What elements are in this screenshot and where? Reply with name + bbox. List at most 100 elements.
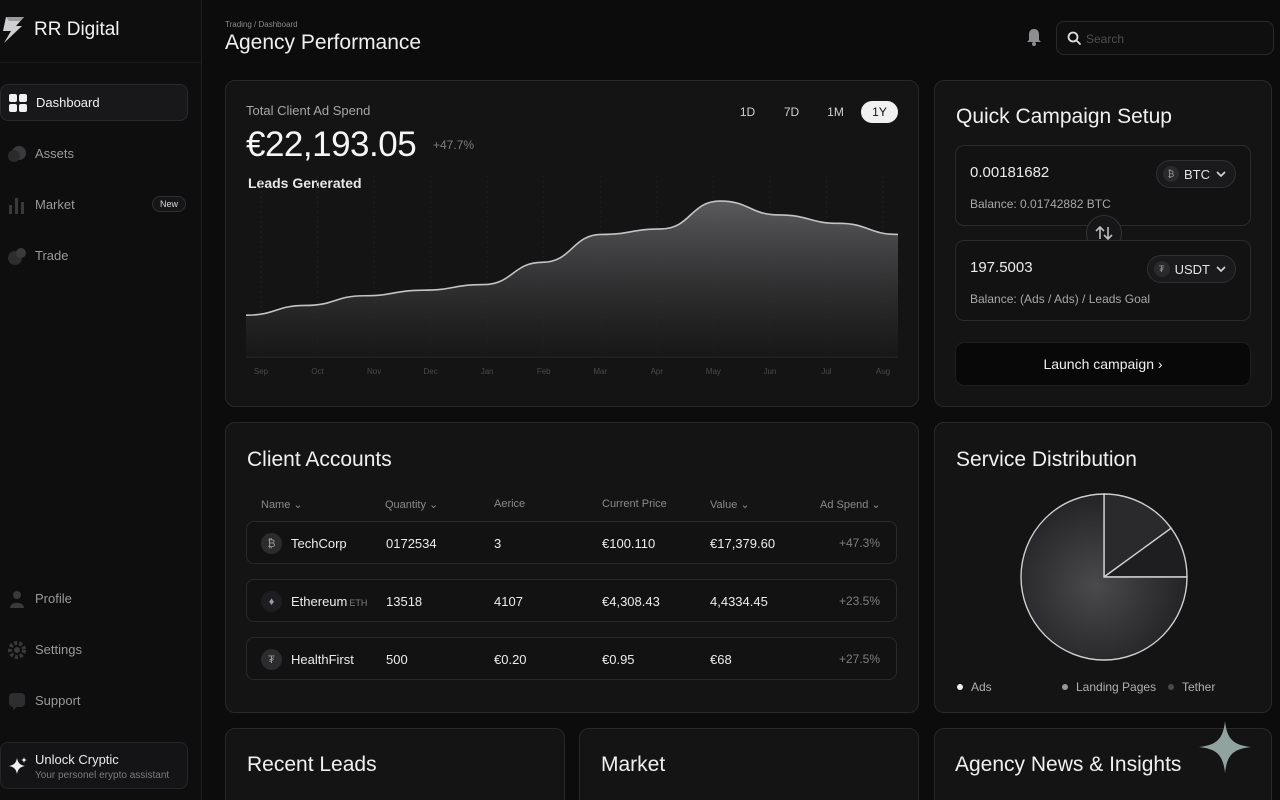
to-amount[interactable]: 197.5003 xyxy=(970,259,1033,276)
row-name: Ethereum ETH xyxy=(291,594,368,609)
page-title: Agency Performance xyxy=(225,31,422,54)
column-header-ad-spend[interactable]: Ad Spend ⌄ xyxy=(820,499,881,511)
column-header-value[interactable]: Value ⌄ xyxy=(710,499,750,511)
spend-label: Total Client Ad Spend xyxy=(246,103,371,118)
support-icon xyxy=(7,691,27,711)
quick-campaign-title: Quick Campaign Setup xyxy=(956,105,1172,128)
row-value: 4,4334.45 xyxy=(710,594,768,609)
sidebar-item-dashboard[interactable]: Dashboard xyxy=(0,84,188,121)
chart-area-fill xyxy=(246,201,898,357)
table-row[interactable]: ₿ TechCorp 0172534 3 €100.110 €17,379.60… xyxy=(246,521,897,564)
search-input[interactable] xyxy=(1086,29,1266,49)
pie-slice-ads[interactable] xyxy=(1020,493,1188,661)
sidebar-item-label: Profile xyxy=(35,591,72,606)
table-row[interactable]: ♦ Ethereum ETH 13518 4107 €4,308.43 4,433… xyxy=(246,579,897,622)
column-header-current-price: Current Price xyxy=(602,498,667,510)
search-box[interactable] xyxy=(1056,21,1274,55)
x-tick-label: Sep xyxy=(254,367,269,376)
sidebar-item-settings[interactable]: Settings xyxy=(0,631,188,668)
search-icon xyxy=(1067,31,1081,45)
legend-dot xyxy=(957,684,963,690)
breadcrumb[interactable]: Trading / Dashboard xyxy=(225,20,298,29)
spend-value: €22,193.05 xyxy=(246,125,417,164)
from-coin-label: BTC xyxy=(1184,166,1210,182)
x-tick-label: Jan xyxy=(481,367,494,376)
row-spend: +23.5% xyxy=(838,594,880,608)
column-header-price: Aerice xyxy=(494,498,526,510)
sidebar-item-profile[interactable]: Profile xyxy=(0,580,188,617)
sidebar-item-trade[interactable]: Trade xyxy=(0,237,188,274)
sidebar-divider xyxy=(0,62,202,63)
table-row[interactable]: ₮ HealthFirst 500 €0.20 €0.95 €68 +27.5% xyxy=(246,637,897,680)
column-header-name[interactable]: Name ⌄ xyxy=(261,499,303,511)
sidebar-item-label: Assets xyxy=(35,146,75,161)
from-coin-select[interactable]: ₿ BTC xyxy=(1156,160,1236,188)
usdt-icon: ₮ xyxy=(1153,261,1170,277)
sidebar-item-assets[interactable]: Assets xyxy=(0,135,188,172)
launch-campaign-button[interactable]: Launch campaign › xyxy=(955,342,1251,386)
to-amount-box[interactable]: 197.5003 ₮ USDT Balance: (Ads / Ads) / L… xyxy=(955,240,1251,321)
service-pie-chart[interactable] xyxy=(935,423,1273,714)
x-tick-label: Jun xyxy=(763,367,776,376)
x-tick-label: Feb xyxy=(537,367,551,376)
tether-icon: ₮ xyxy=(261,649,282,670)
sidebar-item-label: Settings xyxy=(35,642,82,657)
recent-leads-card: Recent Leads xyxy=(225,728,565,800)
row-current: €100.110 xyxy=(602,536,656,551)
from-amount[interactable]: 0.00181682 xyxy=(970,164,1050,181)
row-name: HealthFirst xyxy=(291,652,354,667)
leads-area-chart[interactable]: Sep Oct Nov Dec Jan Feb Mar Apr May Jun Jul Aug xyxy=(226,81,920,408)
bar-chart-icon xyxy=(7,195,27,215)
client-accounts-title: Client Accounts xyxy=(247,448,392,471)
sidebar-item-label: Dashboard xyxy=(36,95,100,110)
x-tick-label: Apr xyxy=(651,367,664,376)
row-spend: +47.3% xyxy=(838,536,880,550)
promo-title: Unlock Cryptic xyxy=(35,752,119,767)
sidebar-item-market[interactable]: Market New xyxy=(0,186,188,223)
x-tick-label: Jul xyxy=(821,367,831,376)
legend-item-ads: Ads xyxy=(957,680,992,694)
row-price: 4107 xyxy=(494,594,523,609)
row-current: €4,308.43 xyxy=(602,594,660,609)
chart-series-line xyxy=(245,200,899,317)
leads-label: Leads Generated xyxy=(248,175,362,191)
agency-news-title: Agency News & Insights xyxy=(955,753,1182,776)
ai-assistant-sparkle-icon[interactable] xyxy=(1197,719,1253,775)
sidebar-item-label: Market xyxy=(35,197,75,212)
column-header-quantity[interactable]: Quantity ⌄ xyxy=(385,499,439,511)
range-tab-7d[interactable]: 7D xyxy=(783,105,800,119)
bell-icon[interactable] xyxy=(1024,27,1044,47)
row-quantity: 13518 xyxy=(386,594,423,609)
brand[interactable]: RR Digital xyxy=(0,14,120,46)
sparkle-icon xyxy=(9,757,27,774)
to-coin-label: USDT xyxy=(1174,261,1210,277)
row-price: €0.20 xyxy=(494,652,527,667)
range-tab-1m[interactable]: 1M xyxy=(827,105,844,119)
from-balance: Balance: 0.01742882 BTC xyxy=(970,197,1111,211)
range-tab-1d[interactable]: 1D xyxy=(739,105,756,119)
swap-arrows-icon xyxy=(1095,225,1113,241)
ethereum-icon: ♦ xyxy=(261,591,282,612)
sidebar-item-support[interactable]: Support xyxy=(0,682,188,719)
btc-icon: ₿ xyxy=(1163,166,1179,182)
sidebar-item-label: Support xyxy=(35,693,81,708)
market-title: Market xyxy=(601,753,666,776)
from-amount-box[interactable]: 0.00181682 ₿ BTC Balance: 0.01742882 BTC xyxy=(955,145,1251,226)
row-value: €17,379.60 xyxy=(710,536,776,551)
quick-campaign-card: Quick Campaign Setup 0.00181682 ₿ BTC Ba… xyxy=(934,80,1272,407)
to-balance: Balance: (Ads / Ads) / Leads Goal xyxy=(970,292,1151,306)
row-quantity: 0172534 xyxy=(386,536,437,551)
legend-dot xyxy=(1062,684,1068,690)
trade-icon xyxy=(7,246,27,266)
pie-slice-landing-pages[interactable] xyxy=(1103,493,1173,579)
to-coin-select[interactable]: ₮ USDT xyxy=(1146,255,1236,283)
assistant-promo-card[interactable]: Unlock Cryptic Your personel erypto assi… xyxy=(0,742,188,789)
x-tick-label: Mar xyxy=(593,367,607,376)
row-price: 3 xyxy=(494,536,502,551)
gear-icon xyxy=(7,640,27,660)
legend-item-tether: Tether xyxy=(1168,680,1215,694)
range-tab-1y[interactable]: 1Y xyxy=(861,101,898,123)
row-value: €68 xyxy=(710,652,732,667)
performance-card: Total Client Ad Spend €22,193.05 +47.7% … xyxy=(225,80,919,407)
sidebar-item-label: Trade xyxy=(35,248,69,263)
